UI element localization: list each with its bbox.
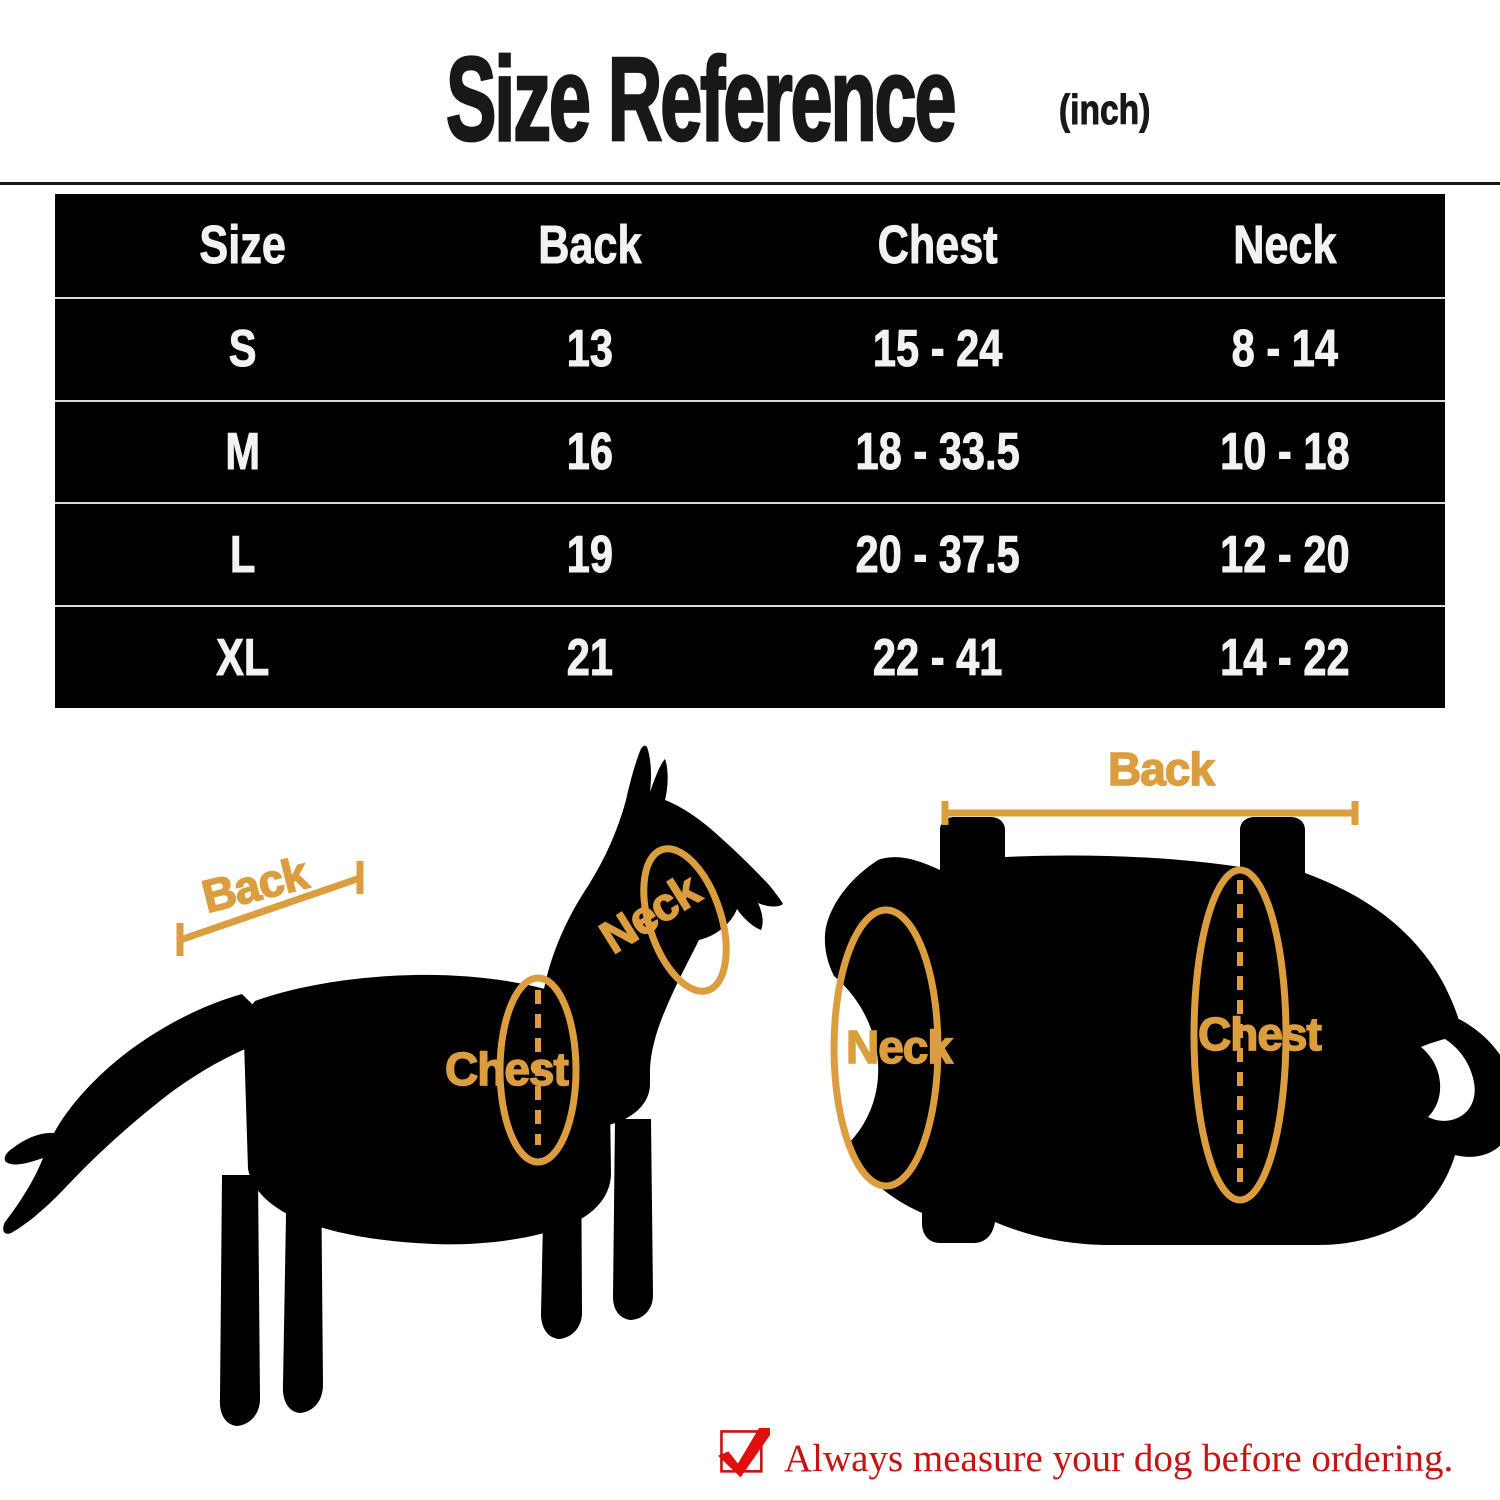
svg-text:Back: Back <box>1108 743 1215 795</box>
svg-text:Back: Back <box>197 846 314 922</box>
svg-text:Chest: Chest <box>1198 1008 1321 1060</box>
svg-text:Neck: Neck <box>846 1021 953 1073</box>
svg-text:Chest: Chest <box>445 1043 568 1095</box>
